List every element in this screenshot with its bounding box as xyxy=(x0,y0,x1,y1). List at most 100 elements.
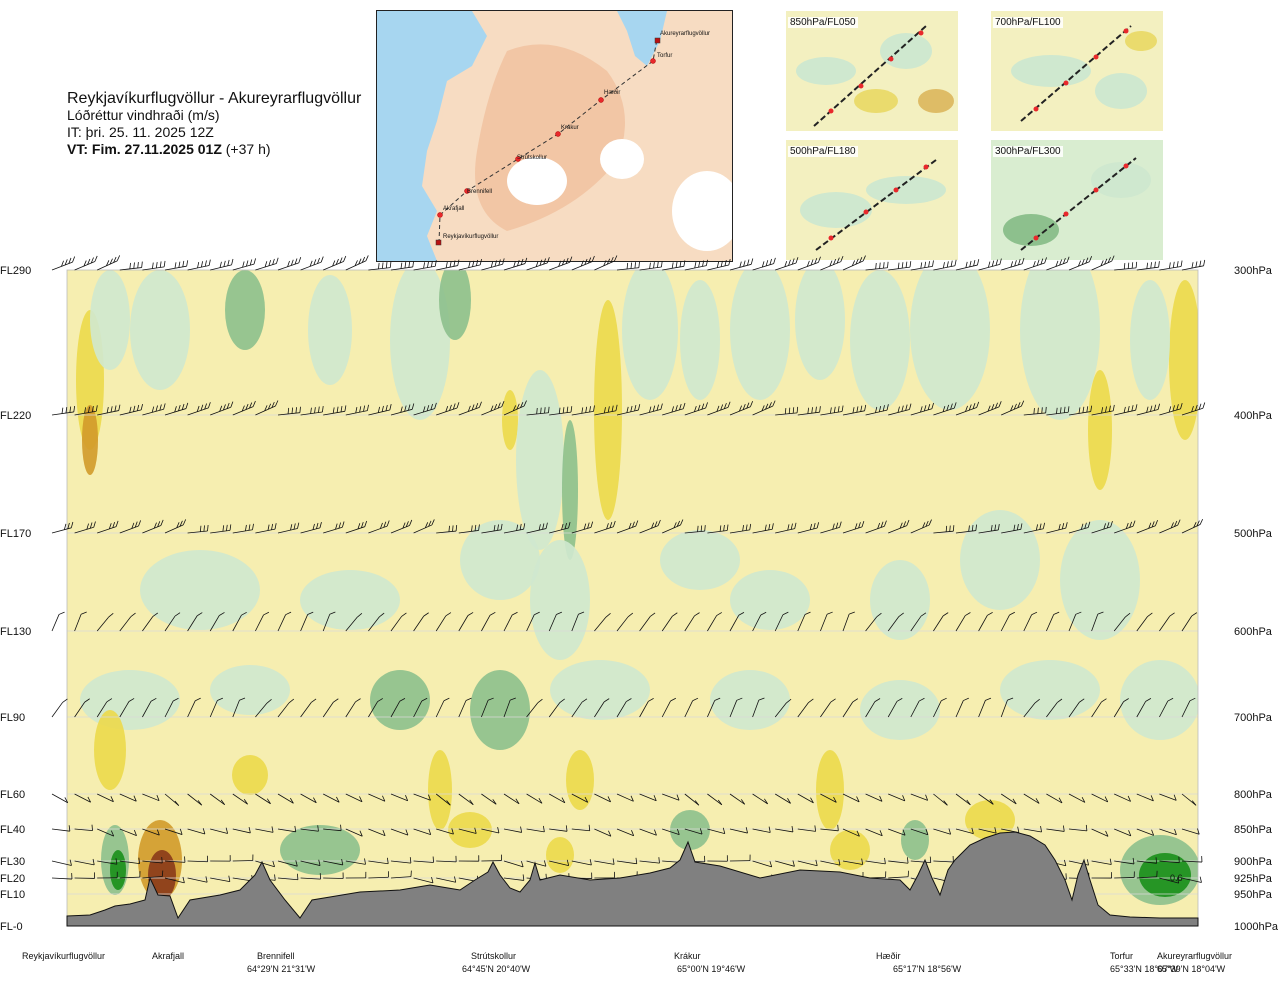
wind-barb xyxy=(548,698,565,718)
wind-barb xyxy=(255,793,271,805)
wind-barb xyxy=(910,828,929,836)
wind-barb xyxy=(390,793,409,802)
wind-barb xyxy=(368,612,385,632)
wind-barb xyxy=(119,403,143,416)
wind-barb xyxy=(300,825,319,832)
wind-barb xyxy=(300,793,317,804)
wind-barb xyxy=(323,858,344,866)
wind-barb xyxy=(887,612,904,632)
field-contour xyxy=(566,750,594,810)
wind-barb xyxy=(616,520,639,534)
wind-barb xyxy=(978,827,997,834)
wind-barb xyxy=(865,520,887,534)
field-contour xyxy=(308,275,352,385)
wind-barb xyxy=(729,793,746,805)
wind-barb xyxy=(436,876,457,883)
wind-barb xyxy=(933,612,949,632)
wind-barb xyxy=(752,826,771,833)
wind-barb xyxy=(436,402,460,416)
wind-barb xyxy=(842,520,865,534)
field-contour xyxy=(1130,280,1170,400)
wind-barb xyxy=(458,855,480,862)
wind-barb xyxy=(142,612,159,632)
field-contour xyxy=(1020,270,1100,420)
wind-barb xyxy=(933,697,947,718)
wind-barb xyxy=(1136,519,1158,534)
wind-barb xyxy=(1181,793,1197,806)
wind-barb xyxy=(368,871,390,879)
wind-barb xyxy=(594,793,611,803)
wind-barb xyxy=(571,824,591,832)
wind-barb xyxy=(164,793,180,806)
wind-barb xyxy=(1136,261,1160,271)
wind-barb xyxy=(955,697,969,718)
pressure-level-label: 1000hPa xyxy=(1234,921,1279,933)
wind-barb xyxy=(933,525,955,534)
wind-barb xyxy=(368,793,386,802)
wind-barb xyxy=(96,612,114,632)
wind-barb xyxy=(345,612,363,632)
field-contour xyxy=(225,270,265,350)
wind-barb xyxy=(187,697,201,718)
wind-barb xyxy=(481,697,494,718)
thumbnail-850hpa[interactable]: 850hPa/FL050 xyxy=(786,11,958,131)
wind-barb xyxy=(300,611,314,632)
wind-barb xyxy=(842,698,859,718)
wind-barb xyxy=(1136,870,1158,879)
wind-barb xyxy=(368,828,386,837)
thumbnail-300hpa-field xyxy=(991,140,1163,260)
wind-barb xyxy=(661,697,676,718)
wind-barb xyxy=(277,698,295,718)
field-contour xyxy=(901,820,929,860)
pressure-level-label: 400hPa xyxy=(1234,410,1273,422)
wind-barb xyxy=(413,402,437,416)
wind-barb xyxy=(662,260,686,271)
wind-barb xyxy=(910,697,925,718)
terrain-profile xyxy=(66,831,1199,927)
wind-barb xyxy=(300,698,317,718)
field-contour xyxy=(910,270,990,410)
pressure-level-label: 850hPa xyxy=(1234,824,1273,836)
wind-barb xyxy=(1159,519,1181,534)
wind-barb xyxy=(142,857,163,864)
wind-barb xyxy=(571,405,595,416)
wind-barb xyxy=(323,793,340,803)
wind-barb xyxy=(662,828,680,836)
wind-barb xyxy=(368,261,392,271)
wind-barb xyxy=(571,255,595,271)
wind-barb xyxy=(526,860,547,867)
wind-barb xyxy=(1159,793,1177,801)
thumbnail-700hpa[interactable]: 700hPa/FL100 xyxy=(991,11,1163,131)
wind-barb xyxy=(74,255,98,271)
wind-barb xyxy=(210,524,232,534)
wind-barb xyxy=(616,404,641,416)
field-contour xyxy=(94,710,126,790)
thumbnail-label: 500hPa/FL180 xyxy=(788,146,858,157)
wind-barb xyxy=(887,698,903,718)
wind-barb xyxy=(164,260,189,271)
wind-barb xyxy=(1091,404,1115,416)
flight-level-label: FL90 xyxy=(0,712,25,724)
station-label: Torfur xyxy=(1110,951,1134,961)
wind-barb xyxy=(639,612,656,632)
thumbnail-500hpa[interactable]: 500hPa/FL180 xyxy=(786,140,958,260)
thumbnail-850hpa-field xyxy=(786,11,958,131)
wind-barb xyxy=(639,519,661,534)
wind-barb xyxy=(752,697,765,718)
wind-barb xyxy=(481,854,502,862)
wind-barb xyxy=(345,520,368,534)
wind-barb xyxy=(1181,518,1204,534)
wind-barb xyxy=(210,401,234,416)
wind-barb xyxy=(209,697,224,718)
wind-barb xyxy=(1023,406,1047,416)
wind-barb xyxy=(368,698,383,718)
wind-barb xyxy=(729,258,754,271)
terrain-fill xyxy=(66,831,1199,927)
svg-text:Akrafjall: Akrafjall xyxy=(443,206,464,212)
thumbnail-300hpa[interactable]: 300hPa/FL300 xyxy=(991,140,1163,260)
wind-barb xyxy=(594,828,612,837)
field-contour xyxy=(550,660,650,720)
wind-barb xyxy=(662,519,684,534)
wind-barb xyxy=(549,859,570,867)
wind-barb xyxy=(775,406,799,416)
